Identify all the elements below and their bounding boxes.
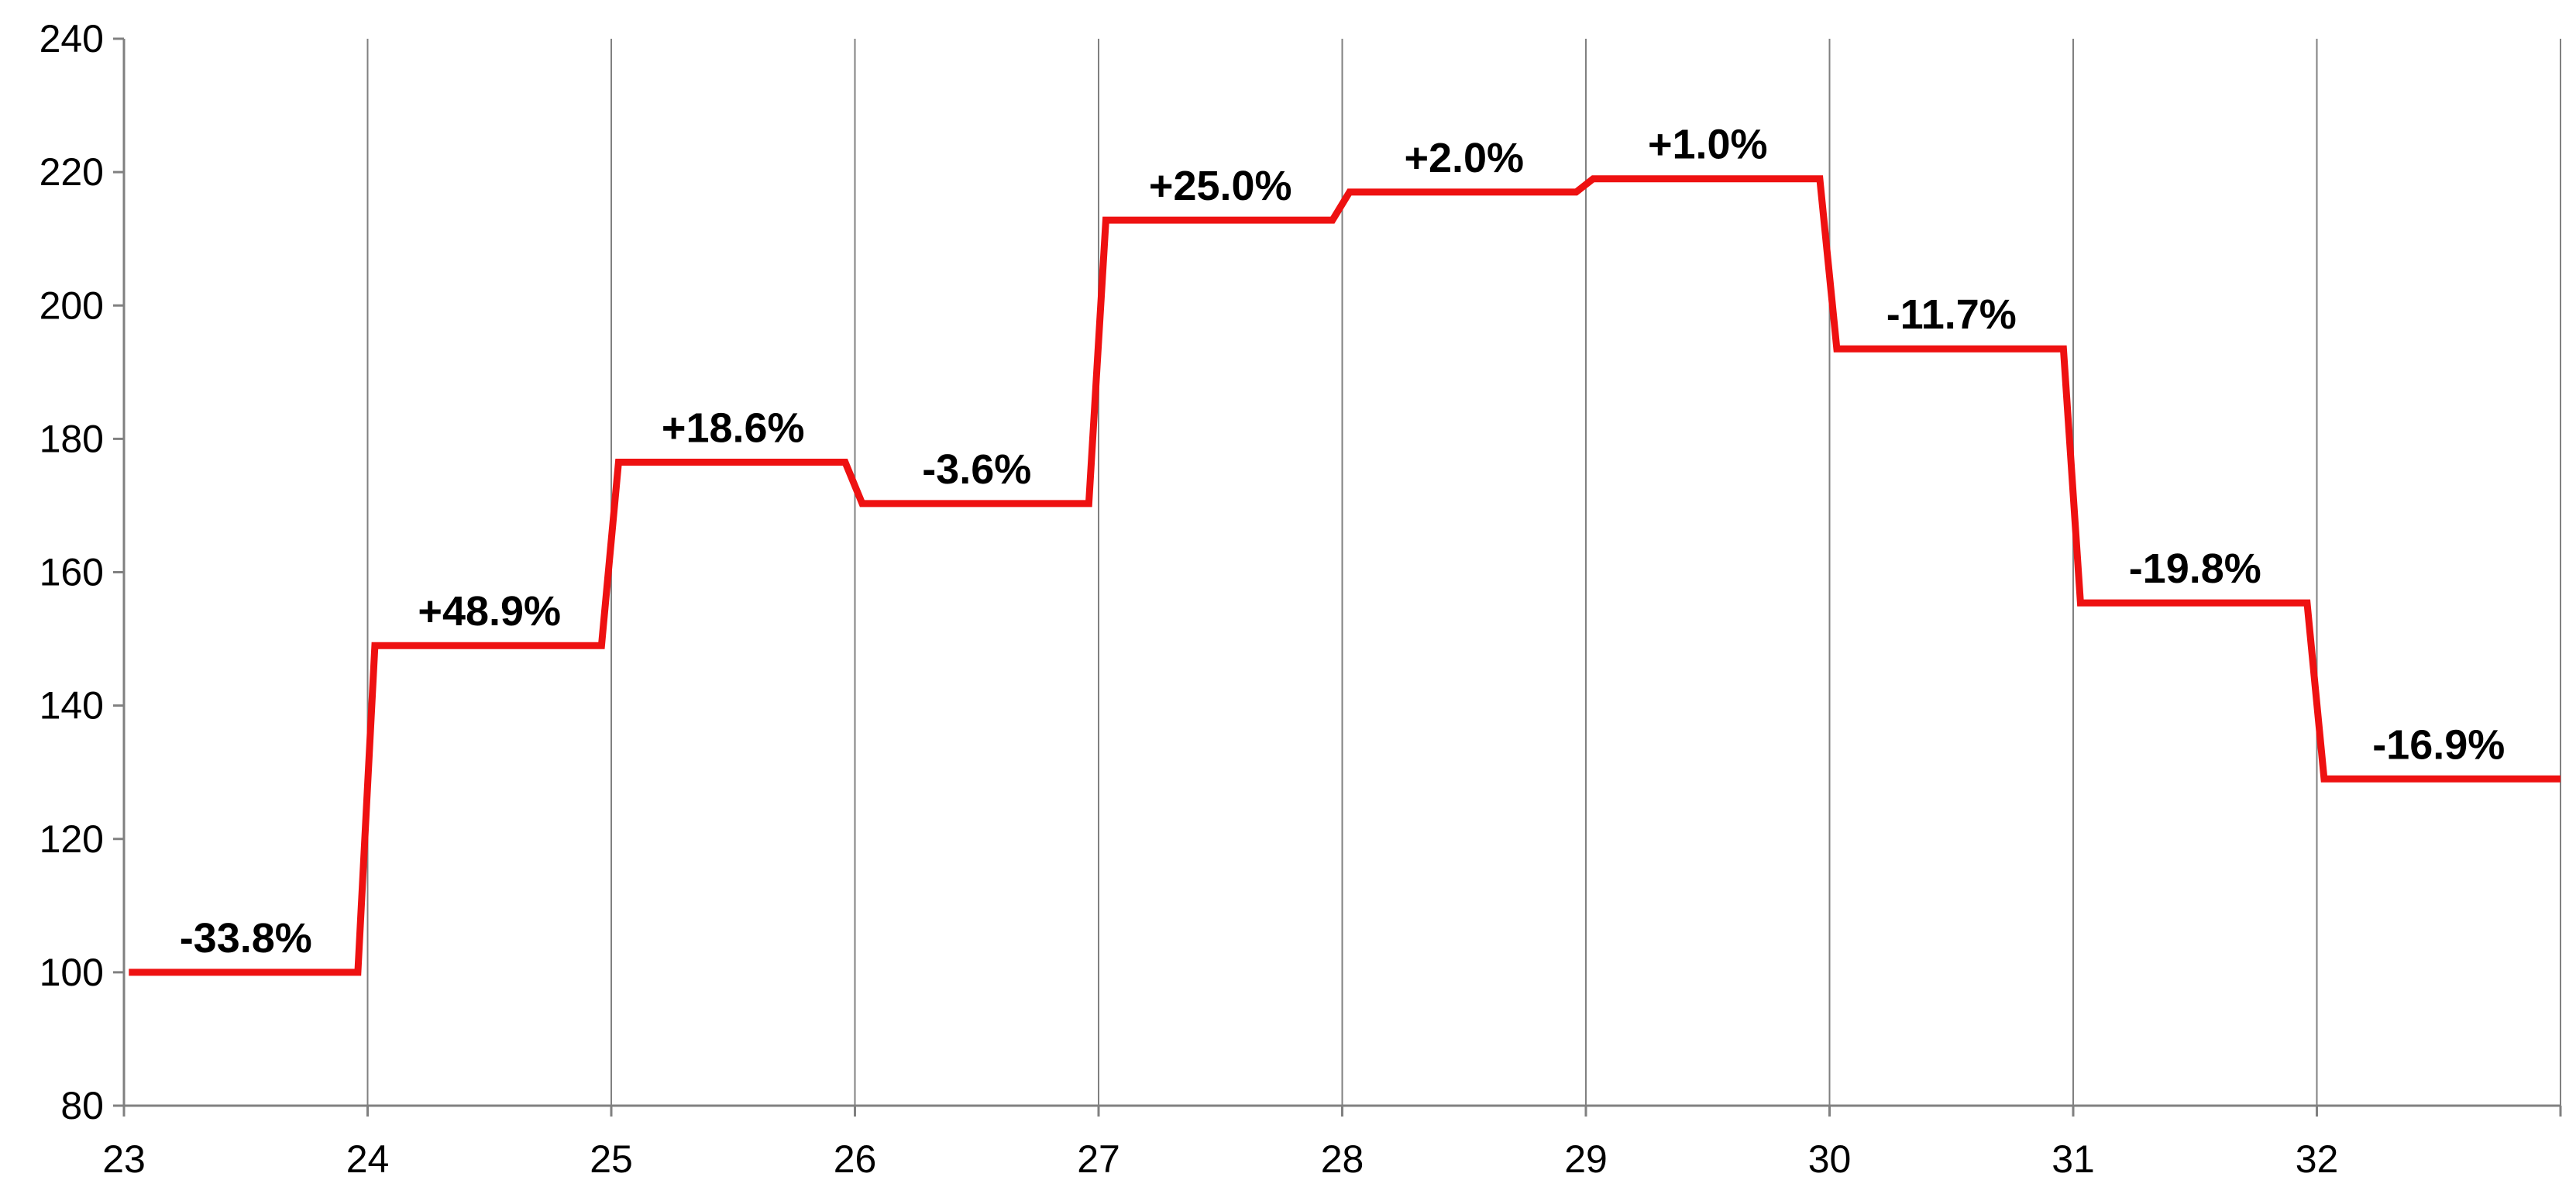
data-label: +2.0%: [1404, 135, 1524, 181]
x-tick-label: 29: [1564, 1137, 1608, 1181]
series-layer: [129, 175, 2561, 976]
y-tick-label: 80: [60, 1084, 104, 1127]
x-tick-label: 24: [346, 1137, 390, 1181]
grid-layer: [366, 39, 2561, 1106]
axes-layer: 80 100 120 140 160 180 200 220 240 23 24 25 26 27 28 29…: [40, 17, 2562, 1181]
y-tick-label: 160: [40, 551, 104, 594]
x-tick-label: 25: [590, 1137, 633, 1181]
data-label: -33.8%: [180, 915, 312, 962]
x-tick-label: 30: [1808, 1137, 1852, 1181]
data-label: +48.9%: [418, 588, 561, 635]
y-tick-label: 140: [40, 684, 104, 728]
data-label: -11.7%: [1886, 291, 2017, 338]
data-label: -19.8%: [2129, 545, 2261, 592]
data-label: +1.0%: [1648, 122, 1768, 168]
data-label-layer: -33.8% +48.9% +18.6% -3.6% +25.0% +2.0% +1.0% -…: [180, 122, 2505, 962]
data-label: +25.0%: [1149, 163, 1292, 209]
y-tick-label: 100: [40, 951, 104, 994]
y-tick-label: 240: [40, 17, 104, 60]
x-tick-label: 26: [834, 1137, 877, 1181]
data-label: +18.6%: [662, 404, 805, 451]
y-tick-label: 220: [40, 150, 104, 194]
x-tick-label: 32: [2296, 1137, 2339, 1181]
y-tick-label: 120: [40, 817, 104, 861]
y-tick-label: 200: [40, 284, 104, 327]
series-line: [129, 175, 2561, 976]
x-tick-label: 27: [1077, 1137, 1120, 1181]
data-label: -3.6%: [922, 446, 1031, 493]
x-tick-label: 23: [102, 1137, 146, 1181]
data-label: -16.9%: [2372, 721, 2505, 768]
x-tick-label: 28: [1321, 1137, 1364, 1181]
x-tick-label: 31: [2052, 1137, 2095, 1181]
y-tick-label: 180: [40, 417, 104, 460]
